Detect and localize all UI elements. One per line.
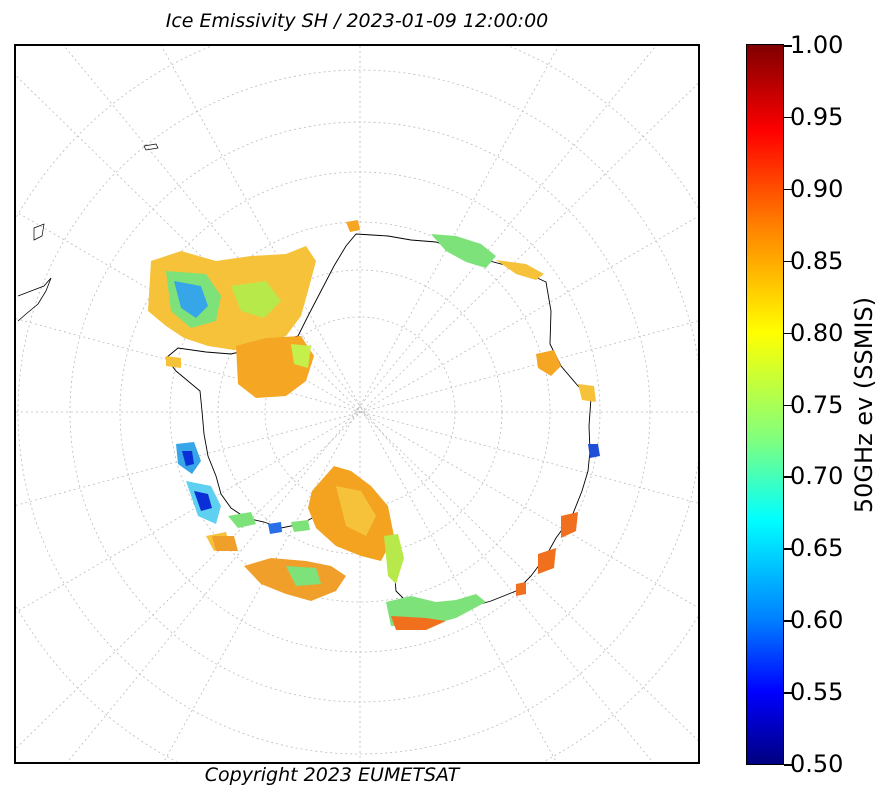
colorbar-tick-label: 0.75 (790, 390, 844, 419)
colorbar-tick-label: 0.55 (790, 678, 844, 707)
colorbar-tick-mark (784, 764, 792, 766)
south-georgia-coast (143, 143, 159, 151)
colorbar-tick-label: 0.60 (790, 606, 844, 635)
colorbar-tick-mark (784, 620, 792, 622)
map-panel[interactable] (14, 44, 700, 764)
colorbar-tick-mark (784, 45, 792, 47)
sea-ice-emissivity (148, 220, 600, 630)
colorbar (746, 44, 784, 765)
colorbar-tick-mark (784, 188, 792, 191)
copyright-footer: Copyright 2023 EUMETSAT (204, 764, 460, 786)
falklands-coast (33, 223, 45, 241)
polar-map (16, 46, 698, 762)
colorbar-tick-label: 0.65 (790, 534, 844, 563)
colorbar-tick-label: 0.95 (790, 102, 844, 131)
colorbar-tick-label: 0.85 (790, 246, 844, 275)
colorbar-tick-mark (784, 116, 792, 119)
colorbar-tick-mark (784, 476, 792, 478)
colorbar-tick-mark (784, 548, 792, 550)
colorbar-label: 50GHz ev (SSMIS) (850, 296, 878, 514)
colorbar-tick-label: 1.00 (790, 31, 844, 59)
colorbar-tick-mark (784, 332, 792, 335)
latitude-circles (16, 46, 698, 762)
south-america-coast (17, 277, 52, 322)
colorbar-tick-label: 0.90 (790, 174, 844, 203)
colorbar-tick-mark (784, 692, 792, 694)
colorbar-tick-label: 0.70 (790, 462, 844, 491)
map-title: Ice Emissivity SH / 2023-01-09 12:00:00 (165, 10, 549, 32)
colorbar-tick-mark (784, 260, 792, 263)
colorbar-tick-mark (784, 404, 792, 406)
colorbar-tick-label: 0.80 (790, 318, 844, 347)
longitude-lines (16, 46, 698, 762)
colorbar-tick-label: 0.50 (790, 750, 844, 778)
